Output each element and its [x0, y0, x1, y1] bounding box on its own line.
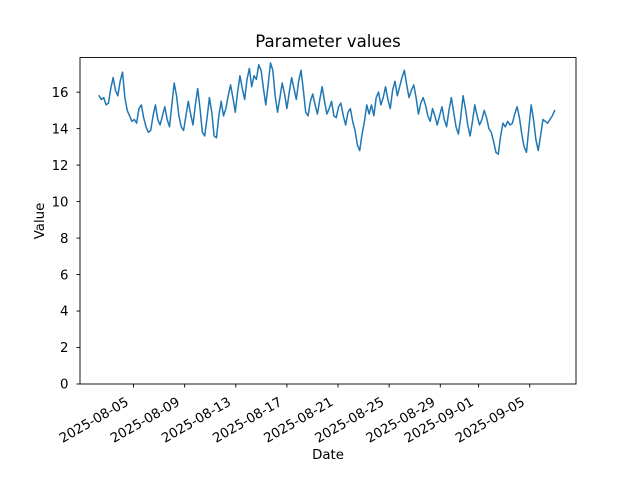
y-tick-label: 6: [60, 268, 68, 283]
y-tick-label: 14: [52, 122, 69, 137]
chart-title: Parameter values: [255, 32, 401, 51]
y-tick-label: 10: [52, 195, 69, 210]
y-tick-label: 4: [60, 305, 68, 320]
series-line-parameter: [98, 62, 556, 155]
plot-border: [79, 57, 577, 385]
y-tick-label: 0: [60, 378, 68, 393]
y-tick-label: 16: [52, 86, 69, 101]
y-axis-label: Value: [33, 203, 48, 240]
y-axis: 0 2 4 6 8 10 12 14 16: [52, 86, 80, 393]
y-tick-label: 2: [60, 341, 68, 356]
x-axis-label: Date: [312, 448, 344, 463]
y-tick-label: 8: [60, 232, 68, 247]
data-series-group: [98, 62, 556, 155]
y-tick-label: 12: [52, 159, 69, 174]
